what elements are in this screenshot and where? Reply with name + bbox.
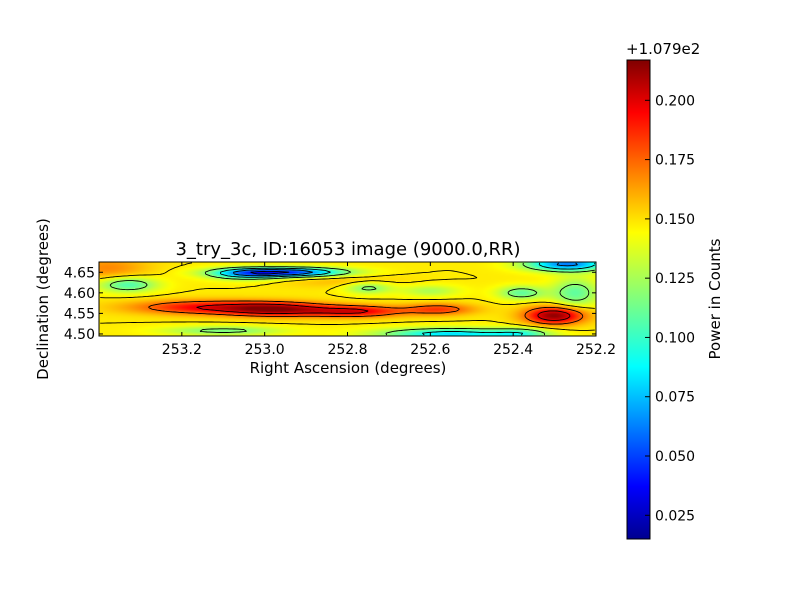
y-tick-label: 4.65	[64, 265, 95, 281]
contour-line	[148, 300, 584, 325]
colorbar-tick-label: 0.125	[655, 271, 695, 287]
colorbar-tick-label: 0.075	[655, 390, 695, 406]
colorbar-label: Power in Counts	[706, 238, 724, 359]
contour-line	[196, 303, 571, 321]
x-tick-label: 253.2	[162, 342, 202, 358]
contour-line	[100, 262, 595, 331]
colorbar-ticks: 0.025 0.050 0.075 0.100 0.125 0.150 0.175 0.200	[645, 93, 695, 524]
heatmap-image	[99, 262, 596, 336]
colorbar-tick-label: 0.025	[655, 508, 695, 524]
x-axis-label: Right Ascension (degrees)	[250, 359, 447, 377]
chart-title: 3_try_3c, ID:16053 image (9000.0,RR)	[175, 239, 520, 260]
colorbar	[627, 60, 650, 539]
y-tick-label: 4.55	[64, 306, 95, 322]
y-tick-label: 4.50	[64, 327, 95, 343]
x-tick-label: 252.2	[576, 342, 616, 358]
y-axis-ticks: 4.50 4.55 4.60 4.65	[64, 265, 596, 343]
y-tick-label: 4.60	[64, 286, 95, 302]
x-tick-label: 252.6	[410, 342, 450, 358]
contour-lines	[100, 262, 596, 336]
x-tick-label: 252.8	[327, 342, 367, 358]
x-axis-ticks: 253.2 253.0 252.8 252.6 252.4 252.2	[162, 262, 616, 358]
x-tick-label: 252.4	[493, 342, 533, 358]
colorbar-offset-text: +1.079e2	[626, 40, 700, 58]
y-axis-label: Declination (degrees)	[34, 218, 52, 380]
contour-line	[109, 262, 595, 336]
colorbar-tick-label: 0.200	[655, 93, 695, 109]
contour-line	[219, 262, 596, 336]
heatmap-area	[99, 262, 596, 336]
colorbar-tick-label: 0.150	[655, 212, 695, 228]
colorbar-tick-label: 0.100	[655, 330, 695, 346]
x-tick-label: 253.0	[245, 342, 285, 358]
colorbar-frame	[626, 59, 651, 540]
colorbar-tick-label: 0.175	[655, 153, 695, 169]
contour-line	[250, 270, 290, 275]
contour-line	[232, 262, 578, 277]
colorbar-tick-label: 0.050	[655, 449, 695, 465]
